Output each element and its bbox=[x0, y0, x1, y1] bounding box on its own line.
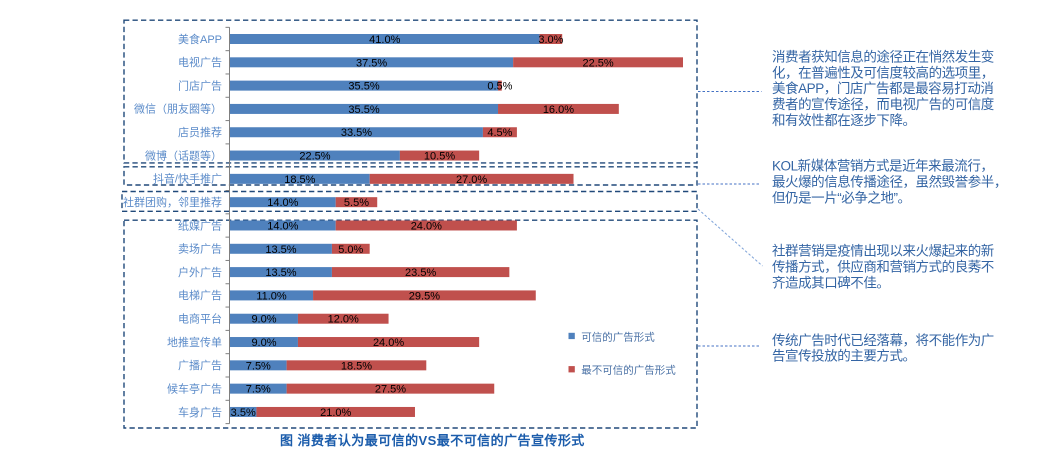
svg-text:消费者获知信息的途径正在悄然发生变: 消费者获知信息的途径正在悄然发生变 bbox=[772, 49, 994, 65]
svg-text:33.5%: 33.5% bbox=[341, 127, 372, 139]
svg-text:抖音/快手推广: 抖音/快手推广 bbox=[153, 172, 222, 186]
svg-text:电视广告: 电视广告 bbox=[178, 55, 222, 69]
svg-text:纸媒广告: 纸媒广告 bbox=[178, 219, 222, 232]
svg-text:费者的宣传途径，而电视广告的可信度: 费者的宣传途径，而电视广告的可信度 bbox=[772, 96, 994, 112]
svg-text:齐造成其口碑不佳。: 齐造成其口碑不佳。 bbox=[772, 275, 889, 290]
svg-text:微信（朋友圈等）: 微信（朋友圈等） bbox=[134, 102, 222, 116]
svg-text:27.5%: 27.5% bbox=[375, 384, 406, 396]
svg-text:16.0%: 16.0% bbox=[543, 104, 574, 116]
svg-text:电商平台: 电商平台 bbox=[178, 312, 222, 326]
svg-text:3.5%: 3.5% bbox=[231, 407, 256, 419]
svg-text:23.5%: 23.5% bbox=[405, 267, 436, 279]
svg-text:18.5%: 18.5% bbox=[341, 360, 372, 372]
svg-text:传播方式，供应商和营销方式的良莠不: 传播方式，供应商和营销方式的良莠不 bbox=[772, 259, 994, 275]
svg-text:9.0%: 9.0% bbox=[251, 314, 276, 326]
svg-text:卖场广告: 卖场广告 bbox=[178, 242, 222, 256]
svg-text:社群营销是疫情出现以来火爆起来的新: 社群营销是疫情出现以来火爆起来的新 bbox=[772, 244, 994, 259]
svg-text:12.0%: 12.0% bbox=[328, 314, 359, 326]
svg-text:可信的广告形式: 可信的广告形式 bbox=[581, 330, 655, 343]
svg-text:美食APP: 美食APP bbox=[178, 32, 222, 46]
svg-text:13.5%: 13.5% bbox=[265, 244, 296, 256]
svg-text:美食APP，门店广告都是最容易打动消: 美食APP，门店广告都是最容易打动消 bbox=[772, 80, 993, 96]
svg-text:35.5%: 35.5% bbox=[348, 104, 379, 116]
svg-text:24.0%: 24.0% bbox=[411, 220, 442, 232]
svg-text:化，在普遍性及可信度较高的选项里，: 化，在普遍性及可信度较高的选项里， bbox=[772, 64, 994, 80]
svg-text:10.5%: 10.5% bbox=[424, 151, 455, 163]
svg-text:27.0%: 27.0% bbox=[456, 174, 487, 186]
svg-text:3.0%: 3.0% bbox=[538, 34, 563, 46]
svg-text:电梯广告: 电梯广告 bbox=[178, 289, 222, 302]
svg-text:传统广告时代已经落幕，将不能作为广: 传统广告时代已经落幕，将不能作为广 bbox=[772, 333, 994, 348]
svg-text:7.5%: 7.5% bbox=[246, 360, 271, 372]
svg-text:4.5%: 4.5% bbox=[487, 127, 512, 139]
svg-text:29.5%: 29.5% bbox=[409, 290, 440, 302]
svg-text:41.0%: 41.0% bbox=[369, 34, 400, 46]
svg-text:图 消费者认为最可信的VS最不可信的广告宣传形式: 图 消费者认为最可信的VS最不可信的广告宣传形式 bbox=[280, 433, 585, 448]
svg-text:18.5%: 18.5% bbox=[284, 174, 315, 186]
svg-text:7.5%: 7.5% bbox=[246, 384, 271, 396]
svg-text:微博（话题等）: 微博（话题等） bbox=[145, 148, 222, 162]
svg-text:最不可信的广告形式: 最不可信的广告形式 bbox=[581, 364, 676, 377]
svg-text:35.5%: 35.5% bbox=[348, 81, 379, 93]
svg-text:KOL新媒体营销方式是近年来最流行，: KOL新媒体营销方式是近年来最流行， bbox=[772, 159, 993, 174]
svg-text:车身广告: 车身广告 bbox=[178, 405, 222, 419]
svg-text:5.0%: 5.0% bbox=[338, 244, 363, 256]
svg-text:24.0%: 24.0% bbox=[373, 337, 404, 349]
svg-text:22.5%: 22.5% bbox=[299, 151, 330, 163]
svg-text:0.5%: 0.5% bbox=[487, 81, 512, 93]
svg-text:21.0%: 21.0% bbox=[320, 407, 351, 419]
svg-text:但仍是一片“必争之地”。: 但仍是一片“必争之地”。 bbox=[772, 190, 911, 205]
svg-text:9.0%: 9.0% bbox=[251, 337, 276, 349]
svg-text:广播广告: 广播广告 bbox=[178, 358, 222, 372]
svg-text:门店广告: 门店广告 bbox=[178, 78, 222, 92]
svg-text:14.0%: 14.0% bbox=[267, 220, 298, 232]
svg-text:告宣传投放的主要方式。: 告宣传投放的主要方式。 bbox=[772, 349, 916, 364]
svg-text:5.5%: 5.5% bbox=[344, 197, 369, 209]
svg-text:13.5%: 13.5% bbox=[265, 267, 296, 279]
svg-text:和有效性都在逐步下降。: 和有效性都在逐步下降。 bbox=[772, 113, 916, 128]
svg-text:11.0%: 11.0% bbox=[256, 290, 287, 302]
svg-text:37.5%: 37.5% bbox=[356, 57, 387, 69]
svg-text:候车亭广告: 候车亭广告 bbox=[167, 381, 222, 395]
svg-text:地推宣传单: 地推宣传单 bbox=[167, 335, 222, 349]
svg-text:户外广告: 户外广告 bbox=[178, 265, 222, 279]
svg-text:22.5%: 22.5% bbox=[582, 57, 613, 69]
svg-text:最火爆的信息传播途径，虽然毁誉参半，: 最火爆的信息传播途径，虽然毁誉参半， bbox=[772, 174, 1007, 190]
svg-text:店员推荐: 店员推荐 bbox=[178, 125, 222, 139]
svg-text:14.0%: 14.0% bbox=[267, 197, 298, 209]
svg-text:社群团购，邻里推荐: 社群团购，邻里推荐 bbox=[123, 195, 222, 209]
